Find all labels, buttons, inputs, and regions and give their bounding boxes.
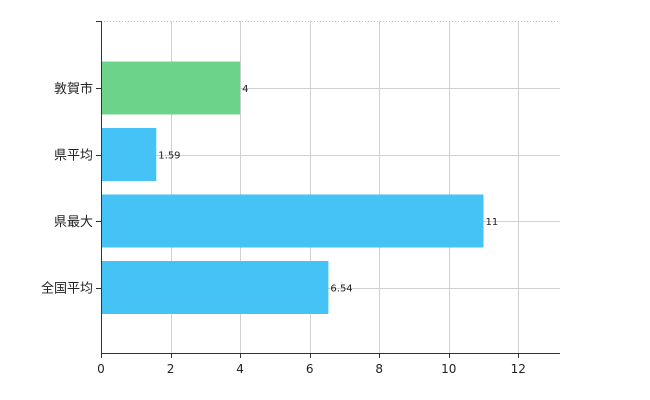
bar — [101, 128, 157, 181]
bar — [101, 261, 329, 314]
x-axis-tick-label: 8 — [375, 362, 383, 376]
x-axis-tick-label: 10 — [441, 362, 456, 376]
data-labels: 4 1.59 11 6.54 — [158, 84, 498, 295]
data-label: 1.59 — [158, 151, 180, 162]
x-axis-tick-label: 12 — [511, 362, 526, 376]
category-label: 全国平均 — [41, 281, 93, 297]
x-axis-tick-label: 0 — [97, 362, 105, 376]
data-label: 4 — [242, 84, 248, 95]
x-axis-tick-label: 4 — [236, 362, 244, 376]
axes — [101, 21, 560, 354]
category-label: 県最大 — [54, 215, 93, 230]
category-label: 県平均 — [54, 149, 93, 164]
bars — [101, 61, 484, 314]
bar — [101, 194, 484, 248]
x-axis-ticks: 0 2 4 6 8 10 12 — [96, 21, 526, 376]
x-axis-tick-label: 6 — [306, 362, 314, 376]
data-label: 6.54 — [330, 284, 352, 295]
data-label: 11 — [486, 217, 499, 228]
x-axis-tick-label: 2 — [167, 362, 175, 376]
bar — [101, 61, 241, 115]
category-label: 敦賀市 — [54, 81, 93, 97]
